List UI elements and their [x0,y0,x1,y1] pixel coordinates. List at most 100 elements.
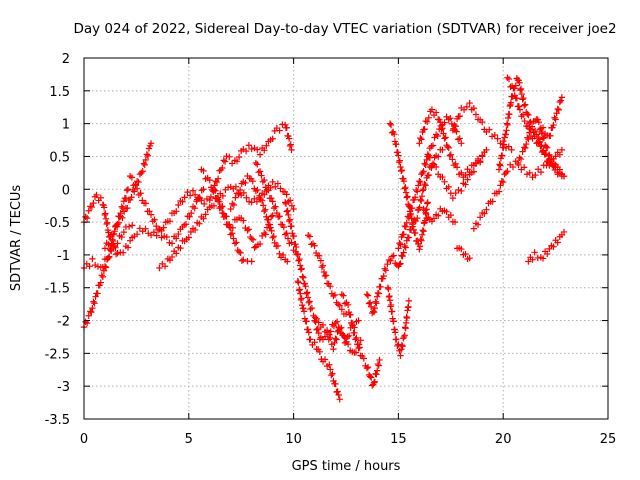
data-point [416,140,423,147]
data-point [297,290,304,297]
data-point [464,176,471,183]
data-point [554,239,561,246]
series-track-w [420,205,459,226]
data-point [262,206,269,213]
data-point [529,256,536,263]
data-point [452,160,459,167]
y-tick-label: 0.5 [49,150,70,165]
data-point [97,279,104,286]
data-point [270,204,278,212]
data-point [373,293,381,300]
data-point [334,388,341,395]
data-point [500,178,507,186]
data-point [422,182,429,189]
data-point [100,204,108,211]
data-point [336,302,343,309]
data-point [463,103,471,111]
data-point [366,373,374,380]
series-track-z [495,75,566,173]
data-point [293,243,300,251]
data-point [446,152,453,159]
data-point [390,318,397,325]
data-point [340,292,347,299]
data-point [453,164,461,171]
data-point [168,240,176,247]
data-point [476,214,484,221]
data-point [505,75,513,83]
data-point [435,153,442,160]
data-point [404,193,411,200]
data-point [540,147,547,154]
data-point [458,245,465,253]
data-point [373,367,381,374]
data-point [401,222,408,230]
data-point [440,130,447,137]
y-tick-labels: -3.5 -3 -2.5 -2 -1.5 -1 -0.5 0 0.5 1 1.5 2 [45,52,70,428]
data-point [466,254,473,262]
data-point [504,168,511,175]
data-point [416,204,423,211]
data-point [101,211,108,219]
data-point [536,136,544,143]
data-point [449,127,457,134]
data-point [550,121,557,129]
series-track-c [80,222,136,272]
data-point [232,183,240,190]
data-point [397,167,405,175]
data-point [284,235,292,242]
data-point [444,143,451,150]
data-point [235,190,242,198]
data-point [173,235,180,242]
data-point [332,380,339,388]
data-point [439,173,446,181]
data-point [216,198,223,206]
data-point [305,299,312,307]
data-point [212,187,219,194]
data-point [353,334,360,342]
data-point [425,171,432,179]
data-point [397,260,404,267]
data-point [321,272,329,280]
data-point [421,126,428,133]
data-point [432,163,440,171]
data-point [191,204,198,212]
data-point [421,180,428,188]
data-point [416,243,424,250]
data-point [371,304,379,312]
data-point [447,115,454,122]
data-point [483,146,490,154]
y-tick-label: 0 [62,183,70,198]
data-point [282,200,290,207]
data-point [470,104,478,112]
data-point [261,207,268,215]
data-point [236,186,244,194]
data-point [351,329,358,336]
data-point [288,146,295,154]
data-point [391,130,398,138]
y-tick-label: -3.5 [45,413,70,428]
series-track-s [395,113,465,252]
data-point [256,151,264,158]
data-point [449,194,457,202]
data-point [533,140,540,147]
x-tick-label: 15 [390,432,407,447]
data-point [138,169,145,177]
data-point [442,134,449,141]
data-point [555,106,562,114]
data-point [458,140,465,147]
data-point [223,153,230,160]
data-point [393,336,400,343]
data-point [150,229,158,236]
data-point [503,127,510,134]
data-point [321,333,329,340]
data-point [531,249,538,256]
data-point [372,298,379,305]
data-point [124,244,132,251]
data-point [294,250,301,258]
data-point [486,126,493,133]
data-point [248,235,255,242]
data-point [261,229,268,237]
data-point [163,233,170,241]
data-point [552,153,559,160]
data-point [188,209,195,217]
